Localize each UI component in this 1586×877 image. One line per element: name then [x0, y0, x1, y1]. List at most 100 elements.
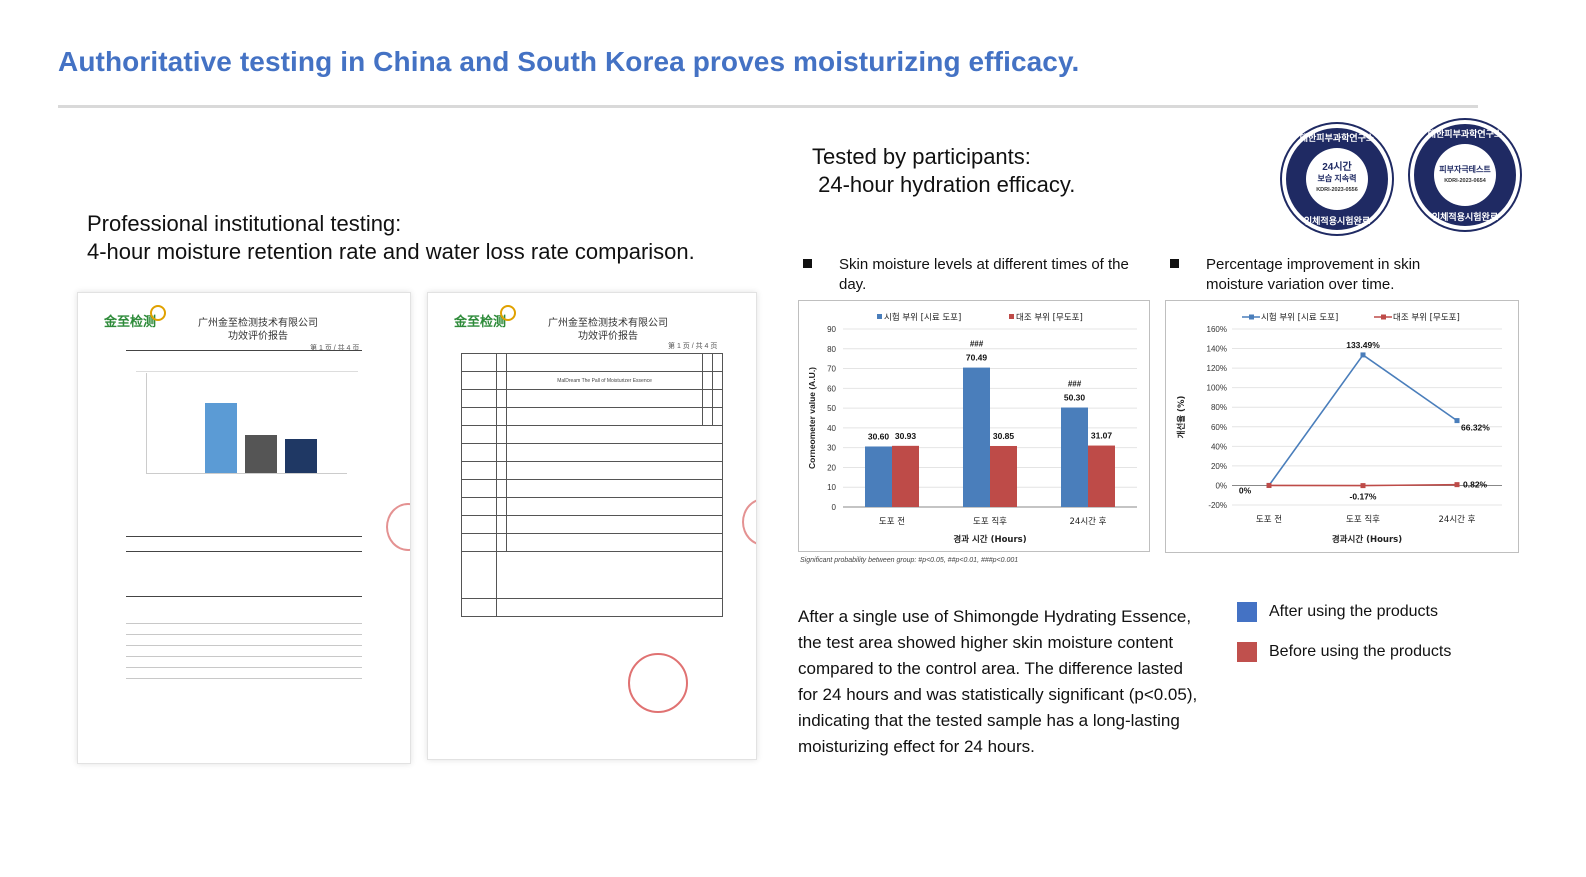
form-cell [702, 353, 714, 372]
form-cell [496, 425, 507, 444]
caption-line: 4-hour moisture retention rate and water… [87, 239, 695, 264]
y-tick-label: 80 [827, 345, 836, 354]
data-label: 0.82% [1463, 480, 1488, 490]
lab-logo: 金至检测 [104, 314, 157, 329]
y-tick-label: 100% [1207, 384, 1227, 393]
company-name: 广州金至检测技术有限公司 [548, 318, 668, 329]
significance-mark: ### [970, 340, 984, 349]
significance-mark: ### [1068, 380, 1082, 389]
x-tick-label: 도포 직후 [1346, 514, 1380, 525]
y-tick-label: 140% [1207, 345, 1227, 354]
form-cell [505, 479, 724, 498]
form-cell [505, 353, 704, 372]
y-tick-label: 20 [827, 463, 836, 472]
y-tick-label: 120% [1207, 364, 1227, 373]
bar [865, 446, 892, 507]
form-cell [496, 479, 507, 498]
official-seal-stamp [628, 653, 688, 713]
seal-ring-bottom: 인체적용시험완료 [1431, 212, 1499, 222]
form-cell [505, 461, 724, 480]
form-cell [496, 497, 507, 516]
form-cell [461, 425, 497, 444]
form-cell [505, 443, 724, 462]
legend-label: Before using the products [1269, 643, 1452, 660]
form-cell [496, 551, 723, 599]
data-point [1360, 352, 1366, 358]
report-name: 功效评价报告 [578, 331, 638, 342]
report-form-table: MalDream The Pall of Moisturizer Essence [461, 353, 724, 617]
y-axis-label: Corneometer value (A.U.) [807, 367, 817, 469]
y-tick-label: 0% [1215, 481, 1227, 490]
data-label: 30.93 [895, 431, 917, 441]
data-point [1454, 418, 1460, 424]
form-cell [461, 461, 497, 480]
report-header: 广州金至检测技术有限公司 功效评价报告 [528, 317, 688, 343]
product-name-cell: MalDream The Pall of Moisturizer Essence [505, 371, 704, 390]
bullet-icon [1170, 259, 1179, 268]
institutional-testing-caption: Professional institutional testing: 4-ho… [87, 210, 695, 266]
bar-chart-svg: 0 10 20 30 40 50 60 70 80 90 30.60 30.93 도포 전 70.49 30… [807, 313, 1137, 545]
seal-center: 피부자극테스트 KDRI-2023-0654 [1434, 144, 1496, 206]
lab-logo-icon [150, 305, 166, 321]
form-cell [496, 443, 507, 462]
y-tick-label: 10 [827, 483, 836, 492]
caption-line: 24-hour hydration efficacy. [812, 172, 1076, 197]
form-cell [496, 598, 723, 617]
y-tick-label: 40 [827, 424, 836, 433]
mini-bar [285, 439, 317, 473]
form-cell [505, 425, 724, 444]
data-label: 133.49% [1346, 340, 1380, 350]
y-tick-label: -20% [1208, 501, 1227, 510]
x-tick-label: 도포 전 [879, 516, 905, 527]
form-cell [496, 533, 507, 552]
x-axis-label: 경과시간 (Hours) [1332, 534, 1402, 545]
data-label: -0.17% [1350, 492, 1377, 502]
data-point [1266, 482, 1272, 488]
form-cell [702, 371, 714, 390]
kdri-hydration-seal: 대한피부과학연구소 24시간 보습 지속력 KDRI-2023-0556 인체적… [1282, 124, 1392, 234]
seal-code: KDRI-2023-0654 [1444, 178, 1486, 184]
chart-frame [136, 371, 358, 372]
data-label: 66.32% [1461, 423, 1490, 433]
page-number: 第 1 页 / 共 4 页 [310, 345, 360, 352]
form-cell [461, 515, 497, 534]
table-rule [126, 551, 362, 552]
form-cell [702, 389, 714, 408]
form-cell [461, 551, 497, 599]
test-report-page-1: 金至检测 广州金至检测技术有限公司 功效评价报告 第 1 页 / 共 4 页 [77, 292, 411, 764]
y-tick-label: 0 [832, 503, 837, 512]
y-axis-label: 개선율 (%) [1176, 396, 1187, 439]
legend-label: After using the products [1269, 603, 1438, 620]
seal-stamp-partial [742, 498, 756, 546]
x-tick-label: 24시간 후 [1439, 514, 1476, 525]
form-cell [496, 407, 507, 426]
form-cell [505, 515, 724, 534]
form-cell [712, 371, 723, 390]
form-cell [496, 461, 507, 480]
form-cell [496, 389, 507, 408]
y-tick-label: 90 [827, 325, 836, 334]
y-tick-label: 20% [1211, 462, 1227, 471]
results-description: After a single use of Shimongde Hydratin… [798, 607, 1198, 756]
caption-line: Professional institutional testing: [87, 211, 402, 236]
x-tick-label: 24시간 후 [1070, 516, 1107, 527]
form-cell [461, 497, 497, 516]
seal-line: 피부자극테스트 [1439, 165, 1491, 174]
line-chart-improvement: -20% 0% 20% 40% 60% 80% 100% 120% 140% 160% 도포 전 도포… [1165, 300, 1519, 553]
form-cell [505, 497, 724, 516]
bar [1088, 445, 1115, 507]
form-cell [461, 533, 497, 552]
lab-logo: 金至检测 [454, 314, 507, 329]
bar-chart-moisture: 0 10 20 30 40 50 60 70 80 90 30.60 30.93 도포 전 70.49 30… [798, 300, 1150, 552]
line-chart-svg: -20% 0% 20% 40% 60% 80% 100% 120% 140% 160% 도포 전 도포… [1176, 313, 1502, 545]
seal-line: 보습 지속력 [1317, 174, 1357, 183]
bullet-icon [803, 259, 812, 268]
bar [963, 367, 990, 507]
mini-bar [245, 435, 277, 473]
y-tick-label: 60 [827, 384, 836, 393]
legend-swatch [1009, 314, 1014, 319]
form-cell [505, 533, 724, 552]
table-rule [126, 536, 362, 537]
header-rule [126, 350, 362, 351]
x-tick-label: 도포 전 [1256, 514, 1282, 525]
